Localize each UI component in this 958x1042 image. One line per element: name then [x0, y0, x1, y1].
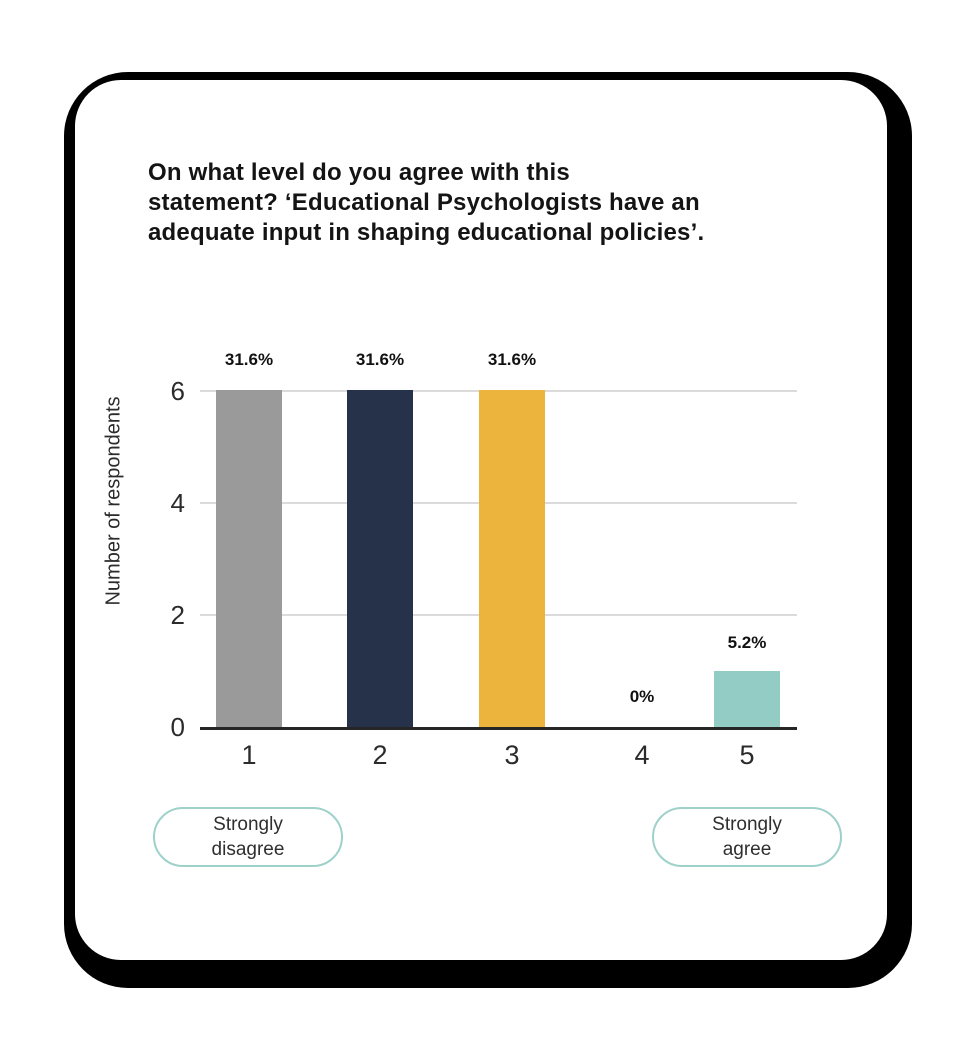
x-tick-2: 2 — [372, 740, 388, 770]
bar-3-value-label: 31.6% — [487, 350, 537, 369]
x-tick-5: 5 — [739, 740, 755, 770]
bar-5 — [714, 671, 780, 727]
chart-title-line-3: adequate input in shaping educational po… — [148, 219, 705, 246]
x-tick-1: 1 — [241, 740, 257, 770]
bar-1-value-label: 31.6% — [224, 350, 274, 369]
y-axis-label: Number of respondents — [102, 396, 125, 606]
x-tick-4: 4 — [634, 740, 650, 770]
chart-title-line-2: statement? ‘Educational Psychologists ha… — [148, 189, 700, 216]
anchor-strongly-disagree-line-2: disagree — [211, 839, 285, 860]
x-tick-3: 3 — [504, 740, 520, 770]
anchor-strongly-agree-line-2: agree — [722, 839, 772, 860]
anchor-strongly-agree: Strongly agree — [652, 807, 842, 867]
bar-2-value-label: 31.6% — [355, 350, 405, 369]
bar-1 — [216, 390, 282, 727]
y-tick-0: 0 — [170, 712, 185, 742]
anchor-strongly-agree-line-1: Strongly — [712, 814, 782, 835]
bar-4-value-label: 0% — [629, 687, 655, 706]
chart-card: On what level do you agree with this sta… — [75, 80, 887, 960]
anchor-strongly-disagree-line-1: Strongly — [213, 814, 283, 835]
bar-2 — [347, 390, 413, 727]
bars-layer — [200, 390, 797, 727]
y-tick-4: 4 — [170, 488, 185, 518]
chart-title: On what level do you agree with this sta… — [148, 158, 848, 248]
chart-title-line-1: On what level do you agree with this — [148, 159, 570, 186]
bar-5-value-label: 5.2% — [727, 633, 767, 652]
plot-area: 31.6% 31.6% 31.6% 0% 5.2% — [200, 350, 797, 730]
anchor-strongly-disagree: Strongly disagree — [153, 807, 343, 867]
y-tick-2: 2 — [170, 600, 185, 630]
y-tick-6: 6 — [170, 376, 185, 406]
bar-3 — [479, 390, 545, 727]
